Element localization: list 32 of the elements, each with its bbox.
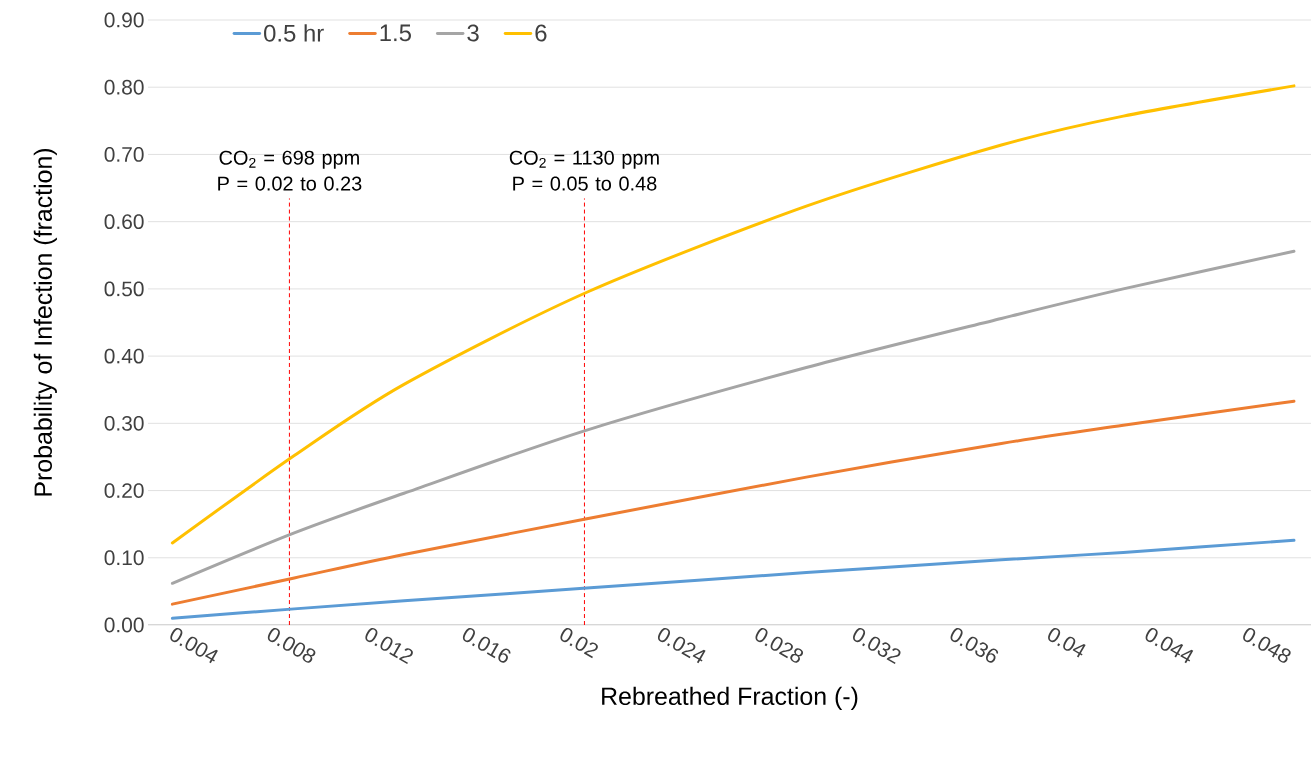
y-tick-label: 0.80 xyxy=(104,79,144,95)
legend-label: 1.5 xyxy=(380,24,411,42)
y-tick-label: 0.30 xyxy=(104,415,144,431)
line-series xyxy=(170,538,1296,620)
legend-label: 3 xyxy=(467,24,479,42)
y-tick-label: 0.60 xyxy=(104,214,144,230)
legend-label: 6 xyxy=(535,24,547,42)
x-axis-title: Rebreathed Fraction (-) xyxy=(602,686,858,710)
y-tick-label: 0.90 xyxy=(104,12,144,28)
legend-label: 0.5 hr xyxy=(264,24,324,42)
x-tick-label: 0.024 xyxy=(657,627,706,664)
annotation: CO$_{2}$ = 698 ppm P = 0.02 to 0.23 xyxy=(218,150,362,191)
x-tick-label: 0.028 xyxy=(755,627,804,663)
x-tick-label: 0.02 xyxy=(560,627,598,659)
y-tick-label: 0.70 xyxy=(104,147,144,162)
line-series xyxy=(170,399,1296,606)
x-tick-label: 0.044 xyxy=(1145,627,1194,664)
x-tick-label: 0.008 xyxy=(267,627,316,663)
y-axis-title: Probability of Infection (fraction) xyxy=(33,148,57,496)
y-tick-label: 0.00 xyxy=(104,617,144,633)
x-tick-label: 0.016 xyxy=(462,627,511,663)
x-tick-label: 0.048 xyxy=(1243,627,1291,663)
line-series xyxy=(170,249,1296,585)
y-tick-label: 0.10 xyxy=(104,550,144,566)
x-tick-label: 0.036 xyxy=(950,627,999,663)
x-tick-label: 0.04 xyxy=(1048,627,1086,658)
x-tick-label: 0.004 xyxy=(170,627,218,664)
annotation: CO$_{2}$ = 1130 ppm P = 0.05 to 0.48 xyxy=(509,150,659,191)
line-series xyxy=(170,84,1296,545)
y-tick-label: 0.20 xyxy=(104,483,144,498)
y-tick-label: 0.40 xyxy=(104,348,144,364)
y-tick-label: 0.50 xyxy=(104,281,144,297)
